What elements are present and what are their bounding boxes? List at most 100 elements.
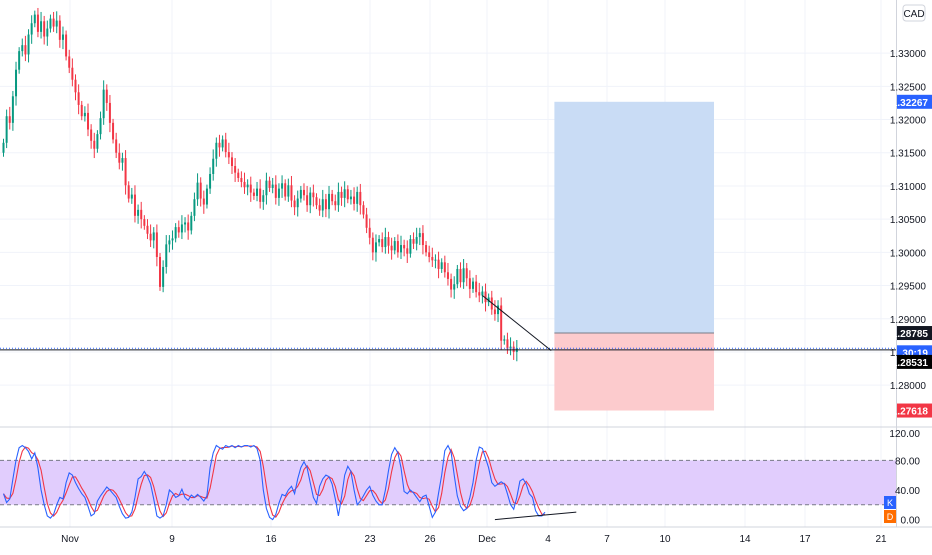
price-tick-label: 1.28000 xyxy=(890,381,927,392)
candle-body xyxy=(346,189,349,200)
candle-body xyxy=(49,18,52,29)
price-tick-label: 1.32500 xyxy=(890,82,927,93)
candle-body xyxy=(252,192,255,196)
candle-body xyxy=(425,245,428,253)
candle-body xyxy=(262,195,265,202)
price-label-background xyxy=(897,354,932,369)
candle-body xyxy=(287,185,290,197)
price-label-tag: 1.28785 xyxy=(892,326,932,341)
candle-body xyxy=(446,272,449,279)
candle-body xyxy=(290,185,293,201)
stoch-legend-background xyxy=(884,496,896,509)
candle-body xyxy=(40,21,43,32)
price-tick-label: 1.30500 xyxy=(890,215,927,226)
candle-body xyxy=(378,239,381,243)
candle-body xyxy=(193,199,196,216)
candle-body xyxy=(302,189,305,196)
candle-body xyxy=(24,45,27,55)
candle-body xyxy=(15,69,18,97)
candle-body xyxy=(415,237,418,244)
candle-body xyxy=(509,346,512,349)
candle-body xyxy=(443,262,446,273)
candle-body xyxy=(118,152,121,163)
candlestick-series xyxy=(2,7,518,362)
candle-body xyxy=(337,191,340,206)
price-label-background xyxy=(897,326,932,341)
price-label-tag: 1.28531 xyxy=(892,354,932,369)
candle-body xyxy=(318,205,321,211)
candle-body xyxy=(506,339,509,349)
candle-body xyxy=(159,256,161,287)
stoch-divergence-line xyxy=(494,511,577,521)
candle-body xyxy=(331,193,334,202)
candle-body xyxy=(434,259,437,261)
candle-body xyxy=(256,188,259,196)
time-tick-label: 23 xyxy=(364,534,376,545)
candle-body xyxy=(90,129,93,141)
candle-body xyxy=(187,222,190,231)
candle-body xyxy=(353,196,356,204)
candle-body xyxy=(234,166,237,173)
candle-body xyxy=(431,256,434,261)
candle-body xyxy=(61,34,64,40)
candle-body xyxy=(30,23,33,35)
currency-badge[interactable] xyxy=(902,4,926,22)
candle-body xyxy=(512,346,515,352)
candle-body xyxy=(196,182,199,200)
price-label-tag: 1.32267 xyxy=(892,94,932,109)
price-label-tag: 1.27618 xyxy=(892,403,932,418)
candle-body xyxy=(87,112,90,130)
candle-body xyxy=(133,194,136,216)
candle-body xyxy=(465,268,468,279)
candle-body xyxy=(36,14,39,32)
stoch-legend-label: K xyxy=(887,498,893,508)
candle-body xyxy=(440,262,443,269)
candle-body xyxy=(312,192,315,198)
candle-body xyxy=(71,67,74,80)
candle-body xyxy=(146,225,149,234)
candle-body xyxy=(421,233,424,246)
candle-body xyxy=(475,281,478,293)
candle-body xyxy=(124,158,127,186)
candle-body xyxy=(315,197,318,206)
candle-body xyxy=(371,237,374,253)
candle-body xyxy=(349,196,352,200)
candle-body xyxy=(400,245,403,253)
candle-body xyxy=(130,194,133,199)
candle-body xyxy=(472,281,474,289)
candle-body xyxy=(215,142,218,159)
candle-body xyxy=(108,102,111,123)
candle-body xyxy=(387,237,390,246)
price-label-text: 1.27618 xyxy=(892,407,929,418)
candle-body xyxy=(246,184,249,188)
price-tick-label: 1.31500 xyxy=(890,149,927,160)
position-tool[interactable] xyxy=(554,101,715,411)
candle-body xyxy=(221,139,224,148)
candle-body xyxy=(65,34,68,57)
candle-body xyxy=(102,89,105,119)
price-tick-label: 1.29500 xyxy=(890,282,927,293)
candle-body xyxy=(115,139,118,153)
candle-body xyxy=(393,241,396,251)
candle-body xyxy=(2,142,5,153)
candle-body xyxy=(368,227,371,238)
candle-body xyxy=(268,180,271,188)
candle-body xyxy=(309,192,312,206)
time-tick-label: 7 xyxy=(604,534,610,545)
candle-body xyxy=(33,14,36,24)
candle-body xyxy=(5,116,8,143)
candle-body xyxy=(478,292,481,296)
stoch-legend-tag: D xyxy=(884,510,896,523)
candle-body xyxy=(365,214,368,228)
candle-body xyxy=(384,237,387,248)
candle-body xyxy=(46,28,49,37)
candle-body xyxy=(121,158,124,163)
price-label-background xyxy=(897,94,932,109)
candle-body xyxy=(162,266,165,287)
candle-body xyxy=(202,198,205,205)
stoch-k-line xyxy=(2,444,546,521)
candle-body xyxy=(96,134,99,149)
time-tick-label: 9 xyxy=(169,534,175,545)
